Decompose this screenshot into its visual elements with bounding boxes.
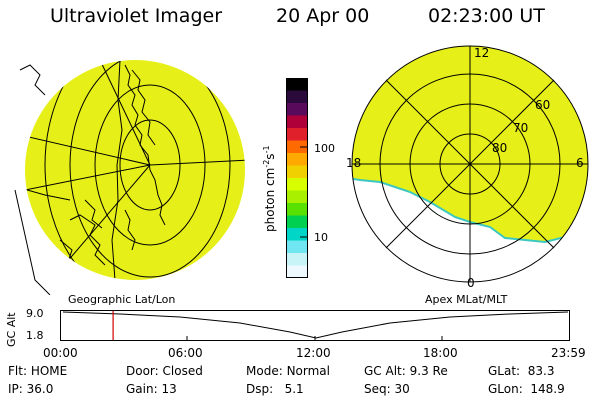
earth-disk bbox=[25, 60, 245, 280]
colorbar-stripe bbox=[286, 203, 308, 216]
status-mode: Mode: Normal bbox=[246, 364, 330, 378]
colorbar-stripe bbox=[286, 165, 308, 179]
time-label: 02:23:00 UT bbox=[428, 5, 545, 27]
colorbar bbox=[286, 78, 308, 278]
colorbar-unit-label: photon cm-2s-1 bbox=[262, 145, 277, 232]
mlat-label-80: 80 bbox=[492, 141, 508, 155]
colorbar-stripe bbox=[286, 215, 308, 229]
colorbar-stripe bbox=[286, 153, 308, 166]
status-seq: Seq: 30 bbox=[364, 382, 410, 396]
colorbar-stripe bbox=[286, 140, 308, 154]
instrument-title: Ultraviolet Imager bbox=[50, 5, 223, 27]
timeline-ytick-low: 1.8 bbox=[26, 329, 44, 342]
mlt-label-12: 12 bbox=[474, 46, 490, 60]
colorbar-tick-100: 100 bbox=[314, 142, 335, 155]
colorbar-stripe bbox=[286, 128, 308, 141]
colorbar-stripe bbox=[286, 228, 308, 241]
orbit-timeline bbox=[60, 310, 570, 341]
mlt-label-0: 0 bbox=[467, 276, 475, 290]
colorbar-stripe bbox=[286, 178, 308, 191]
status-glat: GLat: 83.3 bbox=[488, 364, 555, 378]
timeline-xtick-1800: 18:00 bbox=[423, 346, 458, 360]
status-ip: IP: 36.0 bbox=[8, 382, 54, 396]
colorbar-stripe bbox=[286, 240, 308, 254]
timeline-ytick-high: 9.0 bbox=[26, 307, 44, 320]
colorbar-tick-10: 10 bbox=[314, 231, 328, 244]
colorbar-stripe bbox=[286, 115, 308, 129]
colorbar-stripe bbox=[286, 253, 308, 266]
date-label: 20 Apr 00 bbox=[276, 5, 370, 27]
lat-lon-grid bbox=[25, 60, 245, 280]
timeline-xtick-0000: 00:00 bbox=[43, 346, 78, 360]
status-flt: Flt: HOME bbox=[8, 364, 68, 378]
colorbar-stripe bbox=[286, 103, 308, 116]
colorbar-stripes bbox=[286, 78, 308, 278]
timeline-axis-label: GC Alt bbox=[5, 312, 18, 347]
mlat-label-70: 70 bbox=[513, 121, 529, 135]
outer-meridian-segment bbox=[14, 189, 51, 295]
colorbar-stripe bbox=[286, 90, 308, 104]
polar-grid bbox=[351, 45, 589, 283]
colorbar-stripe bbox=[286, 190, 308, 204]
colorbar-stripe bbox=[286, 78, 308, 91]
status-gain: Gain: 13 bbox=[126, 382, 177, 396]
mlt-label-6: 6 bbox=[576, 156, 584, 170]
right-panel-caption: Apex MLat/MLT bbox=[425, 293, 508, 306]
timeline-xtick-0600: 06:00 bbox=[168, 346, 203, 360]
timeline-xtick-1200: 12:00 bbox=[296, 346, 331, 360]
mlat-label-60: 60 bbox=[535, 98, 551, 112]
timeline-xtick-2359: 23:59 bbox=[551, 346, 586, 360]
left-panel-caption: Geographic Lat/Lon bbox=[68, 293, 176, 306]
geographic-image-panel bbox=[14, 60, 245, 295]
timeline-ticks bbox=[186, 336, 443, 341]
status-dsp: Dsp: 5.1 bbox=[246, 382, 304, 396]
gc-altitude-curve bbox=[62, 311, 569, 339]
outer-coast-segment bbox=[19, 64, 46, 96]
coastlines bbox=[59, 64, 166, 271]
colorbar-stripe bbox=[286, 265, 308, 278]
status-door: Door: Closed bbox=[126, 364, 203, 378]
status-glon: GLon: 148.9 bbox=[488, 382, 565, 396]
mlt-label-18: 18 bbox=[346, 156, 362, 170]
polar-mlat-mlt-plot bbox=[351, 45, 589, 283]
status-gc-alt: GC Alt: 9.3 Re bbox=[364, 364, 448, 378]
